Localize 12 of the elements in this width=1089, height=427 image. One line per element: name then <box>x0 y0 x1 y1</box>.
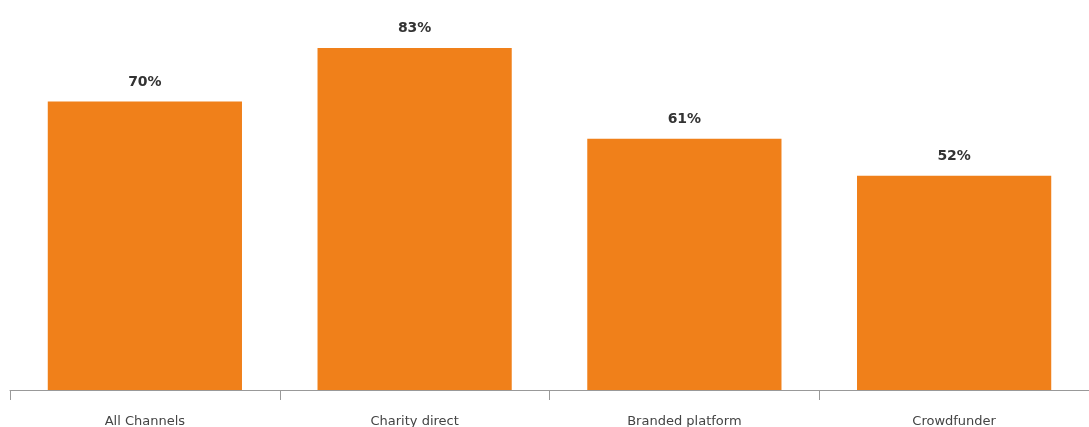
bar <box>47 101 242 390</box>
data-label: 83% <box>397 19 432 35</box>
bar <box>587 138 782 390</box>
x-tick-label: Branded platform <box>627 413 742 427</box>
bar <box>857 175 1052 390</box>
data-label: 70% <box>128 72 162 89</box>
x-tick-label: Charity direct <box>370 413 459 427</box>
x-tick-label: All Channels <box>104 413 186 427</box>
data-label: 61% <box>667 109 702 126</box>
data-label: 52% <box>937 146 971 163</box>
bar <box>317 48 512 390</box>
x-tick-label: Crowdfunder <box>912 413 997 427</box>
